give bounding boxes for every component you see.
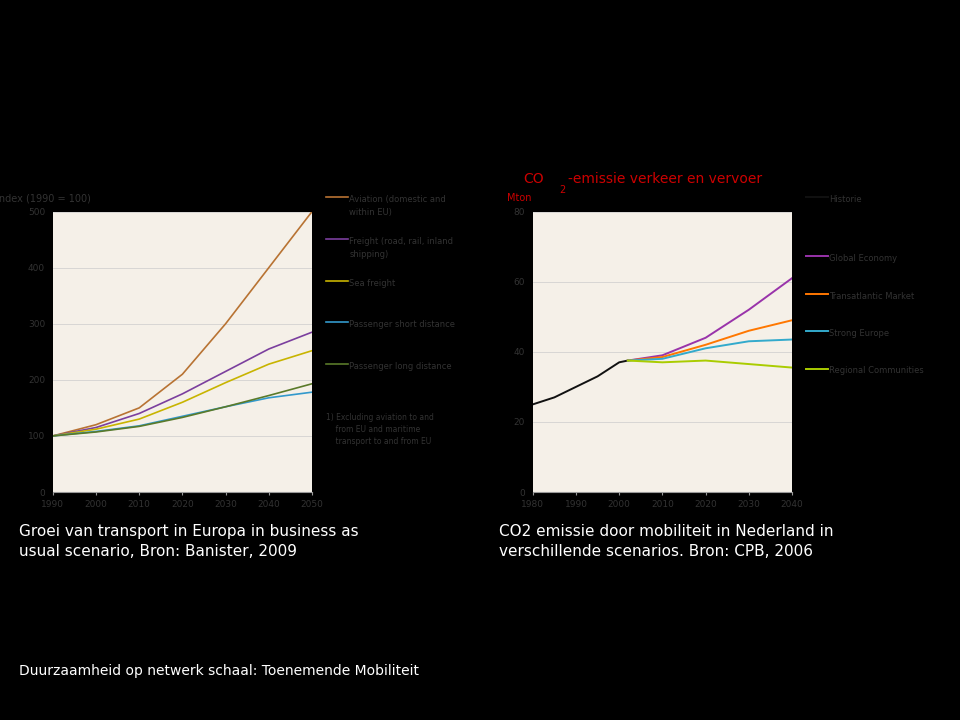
Text: Historie: Historie — [829, 195, 862, 204]
Text: Mton: Mton — [507, 193, 532, 203]
Text: CO: CO — [523, 172, 543, 186]
Text: -emissie verkeer en vervoer: -emissie verkeer en vervoer — [568, 172, 762, 186]
Text: Regional Communities: Regional Communities — [829, 366, 924, 375]
Text: 1) Excluding aviation to and
    from EU and maritime
    transport to and from : 1) Excluding aviation to and from EU and… — [326, 413, 434, 446]
Text: Sea freight: Sea freight — [349, 279, 396, 287]
Text: Transatlantic Market: Transatlantic Market — [829, 292, 915, 300]
Text: within EU): within EU) — [349, 208, 393, 217]
Text: Passenger long distance: Passenger long distance — [349, 362, 452, 371]
Text: CO2 emissie door mobiliteit in Nederland in
verschillende scenarios. Bron: CPB, : CO2 emissie door mobiliteit in Nederland… — [499, 524, 833, 559]
Text: Index (1990 = 100): Index (1990 = 100) — [0, 193, 90, 203]
Text: Duurzaamheid op netwerk schaal: Toenemende Mobiliteit: Duurzaamheid op netwerk schaal: Toenemen… — [19, 664, 420, 678]
Text: Freight (road, rail, inland: Freight (road, rail, inland — [349, 237, 453, 246]
Text: Passenger short distance: Passenger short distance — [349, 320, 455, 329]
Text: Aviation (domestic and: Aviation (domestic and — [349, 195, 446, 204]
Text: Global Economy: Global Economy — [829, 254, 898, 263]
Text: shipping): shipping) — [349, 250, 389, 258]
Text: 2: 2 — [560, 185, 566, 195]
Text: Groei van transport in Europa in business as
usual scenario, Bron: Banister, 200: Groei van transport in Europa in busines… — [19, 524, 359, 559]
Text: Strong Europe: Strong Europe — [829, 329, 890, 338]
